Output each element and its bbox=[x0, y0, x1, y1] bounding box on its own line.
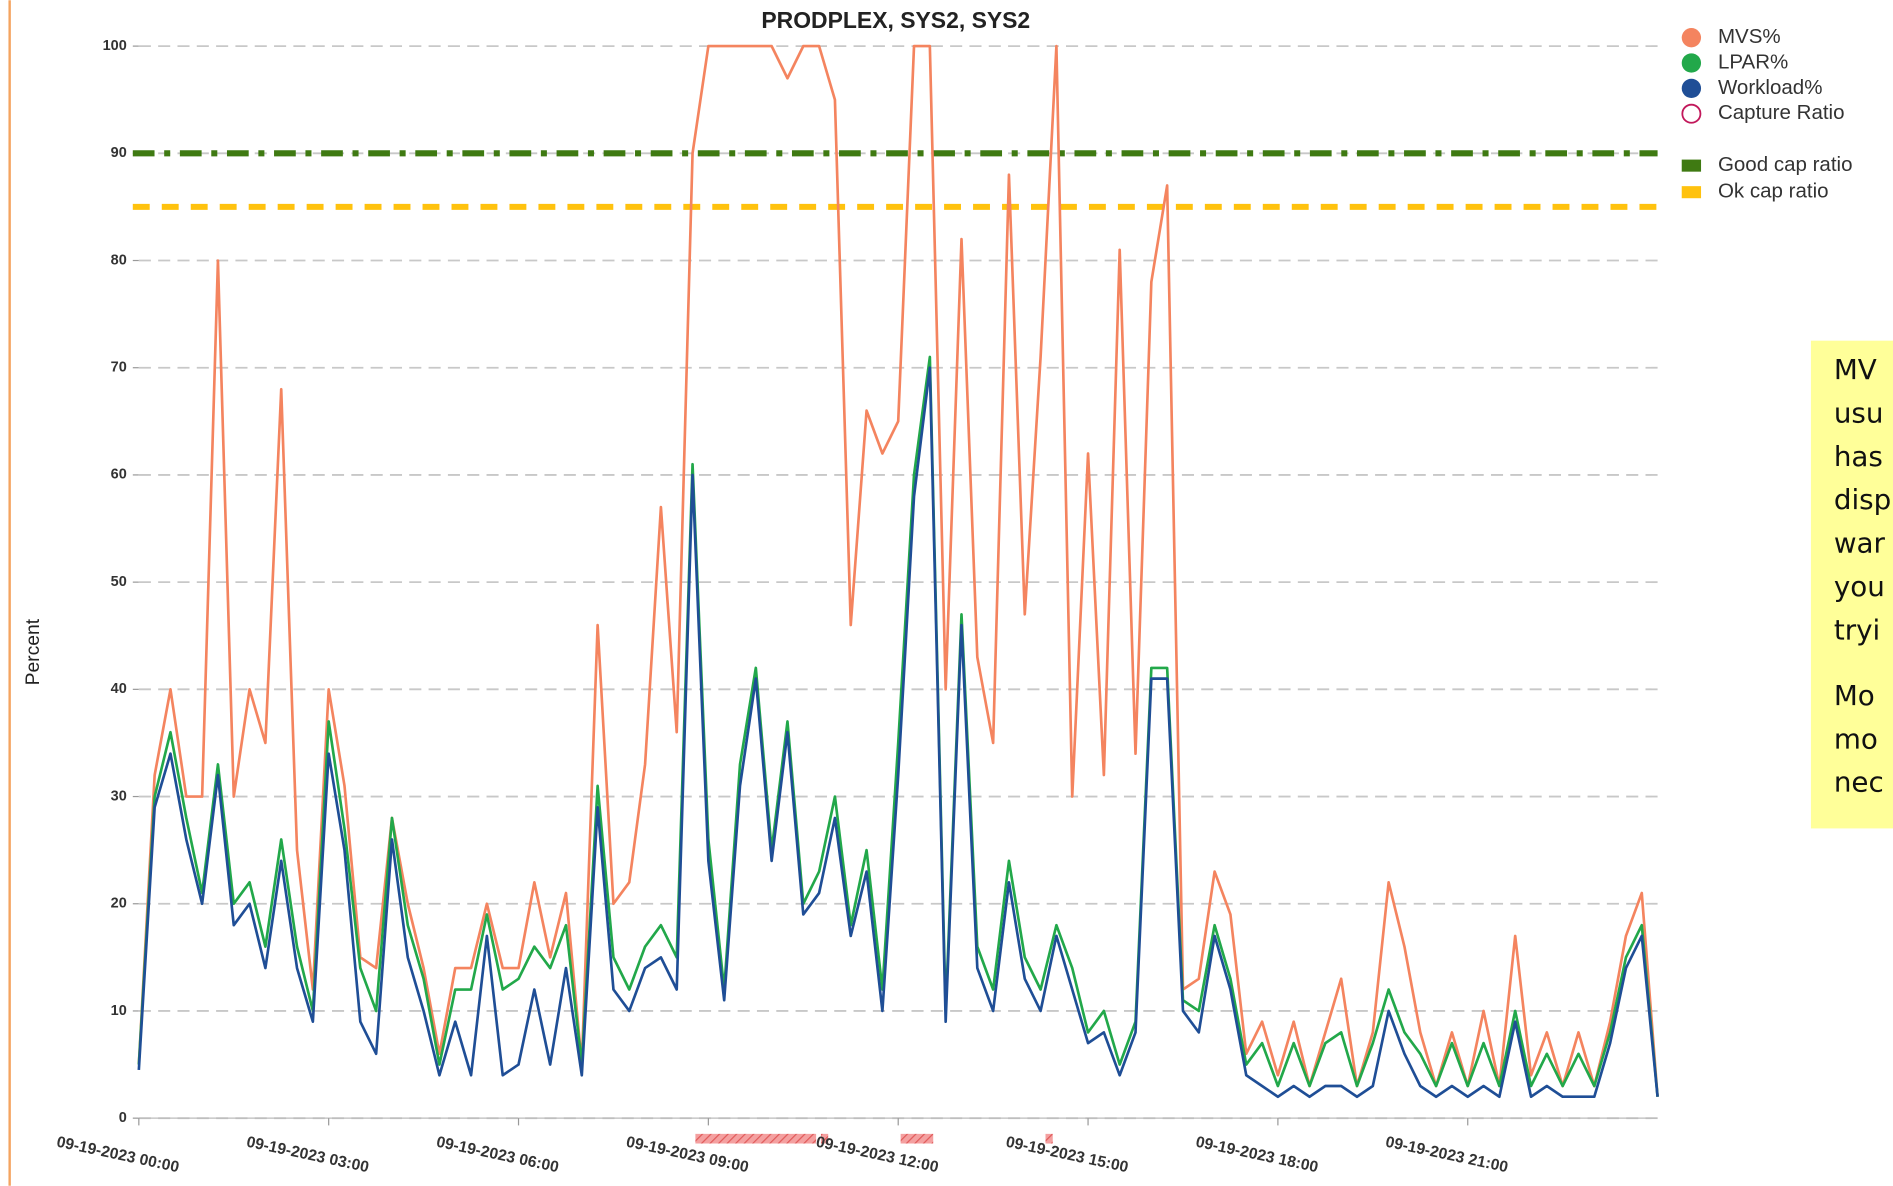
alert-marker bbox=[695, 1133, 817, 1144]
callout-text: tryi bbox=[1834, 614, 1880, 647]
y-tick-label: 50 bbox=[111, 574, 127, 590]
y-tick-label: 90 bbox=[111, 145, 127, 161]
legend-marker bbox=[1681, 78, 1702, 99]
legend-marker bbox=[1681, 103, 1702, 124]
callout-text: mo bbox=[1834, 722, 1878, 755]
callout-text: MV bbox=[1834, 353, 1877, 386]
callout-box bbox=[1810, 340, 1893, 829]
alert-marker bbox=[820, 1133, 829, 1144]
legend-label: MVS% bbox=[1718, 25, 1781, 48]
x-tick-label: 09-19-2023 18:00 bbox=[1194, 1134, 1320, 1177]
y-axis-label: Percent bbox=[23, 618, 44, 685]
callout-text: Mo bbox=[1834, 679, 1875, 712]
alert-markers bbox=[695, 1133, 1053, 1144]
legend-label: Workload% bbox=[1718, 76, 1823, 99]
y-tick-label: 30 bbox=[111, 788, 127, 804]
callout-text: disp bbox=[1834, 483, 1891, 516]
legend-marker bbox=[1681, 53, 1702, 73]
series-line bbox=[137, 355, 1659, 1097]
callout-text: you bbox=[1834, 570, 1885, 603]
y-tick-label: 20 bbox=[111, 896, 127, 912]
y-tick-label: 40 bbox=[111, 681, 127, 697]
legend-label: LPAR% bbox=[1718, 50, 1788, 73]
alert-marker bbox=[900, 1133, 934, 1144]
series-line bbox=[137, 366, 1659, 1099]
series-line bbox=[137, 44, 1659, 1097]
callout-text: nec bbox=[1834, 766, 1884, 799]
legend-label: Capture Ratio bbox=[1718, 101, 1845, 124]
x-tick-label: 09-19-2023 06:00 bbox=[435, 1134, 561, 1177]
callout-text: usu bbox=[1834, 396, 1884, 429]
x-tick-label: 09-19-2023 00:00 bbox=[55, 1134, 181, 1177]
legend-label: Ok cap ratio bbox=[1718, 180, 1829, 203]
y-tick-label: 80 bbox=[111, 252, 127, 268]
alert-marker bbox=[1045, 1133, 1053, 1144]
y-tick-label: 60 bbox=[111, 467, 127, 483]
legend-marker bbox=[1681, 27, 1702, 48]
chart-title: PRODPLEX, SYS2, SYS2 bbox=[761, 7, 1030, 33]
legend-marker bbox=[1681, 186, 1702, 199]
y-tick-label: 0 bbox=[119, 1110, 127, 1126]
callout-text: war bbox=[1834, 527, 1886, 560]
x-tick-label: 09-19-2023 03:00 bbox=[245, 1134, 371, 1177]
y-tick-label: 70 bbox=[111, 360, 127, 376]
x-tick-label: 09-19-2023 15:00 bbox=[1004, 1134, 1130, 1177]
x-tick-label: 09-19-2023 21:00 bbox=[1384, 1134, 1510, 1177]
legend-label: Good cap ratio bbox=[1718, 153, 1853, 176]
callout-text: has bbox=[1834, 440, 1883, 473]
legend-marker bbox=[1681, 159, 1702, 172]
y-tick-label: 100 bbox=[103, 38, 127, 54]
y-tick-label: 10 bbox=[111, 1003, 127, 1019]
